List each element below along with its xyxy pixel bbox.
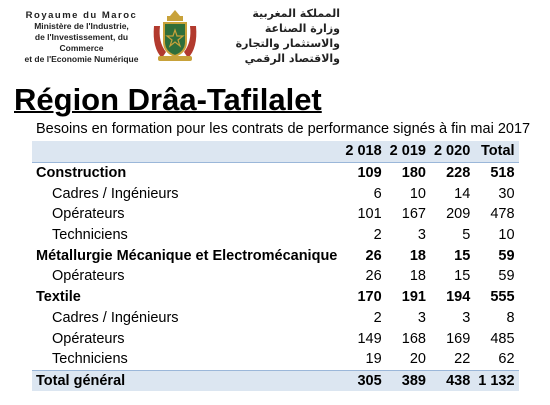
- value-cell: 209: [446, 206, 471, 223]
- table-row: Opérateurs 101 167 209 478: [32, 204, 519, 225]
- value-cell: 59: [498, 268, 515, 285]
- value-cell: 3: [462, 309, 471, 326]
- row-label: Métallurgie Mécanique et Electromécaniqu…: [36, 247, 338, 264]
- subtitle: Besoins en formation pour les contrats d…: [36, 121, 531, 137]
- header-line: Royaume du Maroc: [25, 10, 138, 21]
- value-cell: 1 132: [474, 369, 519, 392]
- value-cell: 191: [401, 289, 426, 306]
- table-row: Métallurgie Mécanique et Electromécaniqu…: [32, 245, 519, 266]
- value-cell: 3: [417, 309, 426, 326]
- title: Région Drâa-Tafilalet: [14, 82, 322, 117]
- value-cell: 6: [373, 185, 382, 202]
- table-row: Textile 170 191 194 555: [32, 287, 519, 308]
- value-cell: 2: [373, 227, 382, 244]
- value-cell: 305: [341, 369, 386, 392]
- value-cell: 228: [446, 165, 471, 182]
- value-cell: 18: [409, 268, 426, 285]
- row-label: Techniciens: [52, 351, 128, 368]
- value-cell: 62: [498, 351, 515, 368]
- value-cell: 389: [385, 369, 430, 392]
- value-cell: 15: [454, 268, 471, 285]
- row-label: Construction: [36, 165, 127, 182]
- value-cell: 518: [490, 165, 515, 182]
- value-cell: 59: [498, 247, 515, 264]
- header-line: وزارة الصناعة: [264, 22, 340, 35]
- value-cell: 169: [446, 330, 471, 347]
- corner-cell: [32, 141, 342, 163]
- table: 2 018 2 019 2 020 Total Construction 109 180 22…: [32, 141, 519, 392]
- row-label: Cadres / Ingénieurs: [52, 185, 179, 202]
- value-cell: 109: [357, 165, 382, 182]
- value-cell: 5: [462, 227, 471, 244]
- french-header: Royaume du Maroc Ministère de l'Industri…: [14, 10, 149, 65]
- value-cell: 14: [454, 185, 471, 202]
- row-label: Opérateurs: [52, 330, 125, 347]
- table-row: Techniciens 2 3 5 10: [32, 225, 519, 246]
- table-row: Construction 109 180 228 518: [32, 162, 519, 183]
- table-row: Cadres / Ingénieurs 6 10 14 30: [32, 183, 519, 204]
- value-cell: 26: [365, 247, 382, 264]
- emblem: [153, 10, 197, 61]
- header-line: والاقتصاد الرقمي: [244, 52, 340, 65]
- row-label: Techniciens: [52, 227, 128, 244]
- header-line: المملكة المغربية: [252, 7, 340, 20]
- column-header: 2 019: [385, 141, 430, 163]
- row-label: Total général: [32, 369, 342, 392]
- column-header: Total: [474, 141, 519, 163]
- header-line: de l'Investissement, du Commerce: [34, 32, 129, 53]
- value-cell: 478: [490, 206, 515, 223]
- column-header: 2 020: [429, 141, 475, 163]
- value-cell: 26: [365, 268, 382, 285]
- value-cell: 3: [417, 227, 426, 244]
- value-cell: 180: [401, 165, 426, 182]
- column-header: 2 018: [341, 141, 386, 163]
- value-cell: 485: [490, 330, 515, 347]
- value-cell: 555: [490, 289, 515, 306]
- table-row: Techniciens 19 20 22 62: [32, 349, 519, 370]
- value-cell: 19: [365, 351, 382, 368]
- value-cell: 18: [409, 247, 426, 264]
- value-cell: 168: [401, 330, 426, 347]
- value-cell: 30: [498, 185, 515, 202]
- value-cell: 149: [357, 330, 382, 347]
- value-cell: 15: [454, 247, 471, 264]
- value-cell: 101: [357, 206, 382, 223]
- row-label: Textile: [36, 289, 81, 306]
- table-row: Opérateurs 26 18 15 59: [32, 266, 519, 287]
- value-cell: 10: [409, 185, 426, 202]
- table-row: Cadres / Ingénieurs 2 3 3 8: [32, 308, 519, 329]
- table-row: Opérateurs 149 168 169 485: [32, 328, 519, 349]
- header-row: 2 018 2 019 2 020 Total: [32, 141, 519, 163]
- row-label: Opérateurs: [52, 268, 125, 285]
- value-cell: 22: [454, 351, 471, 368]
- value-cell: 2: [373, 309, 382, 326]
- value-cell: 10: [498, 227, 515, 244]
- table-row: Total général 305 389 438 1 132: [32, 369, 519, 392]
- header-line: والاستثمار والتجارة: [235, 37, 340, 50]
- value-cell: 20: [409, 351, 426, 368]
- arabic-header: المملكة المغربية وزارة الصناعة والاستثما…: [200, 6, 340, 66]
- value-cell: 167: [401, 206, 426, 223]
- row-label: Opérateurs: [52, 206, 125, 223]
- value-cell: 438: [429, 369, 475, 392]
- value-cell: 170: [357, 289, 382, 306]
- value-cell: 8: [506, 309, 515, 326]
- row-label: Cadres / Ingénieurs: [52, 309, 179, 326]
- value-cell: 194: [446, 289, 471, 306]
- header-line: et de l'Economie Numérique: [24, 54, 139, 64]
- header-line: Ministère de l'Industrie,: [34, 21, 129, 31]
